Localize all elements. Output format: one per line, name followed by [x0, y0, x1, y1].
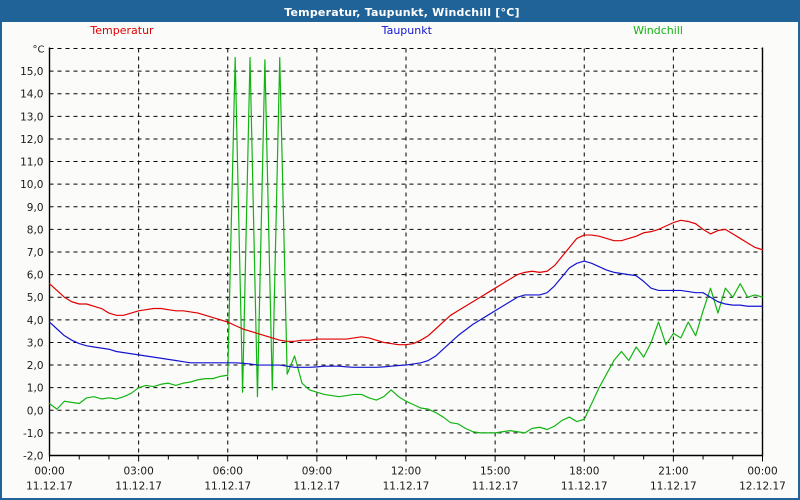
y-tick-label: -1,0 [23, 428, 44, 440]
x-tick-date: 11.12.17 [561, 481, 608, 493]
window-title: Temperatur, Taupunkt, Windchill [°C] [284, 5, 520, 19]
y-axis-labels: °C 15,0 14,0 13,0 12,0 11,0 10,0 9,0 8,0 7,0 6,0 5,… [20, 45, 44, 463]
y-tick-label: 0,0 [27, 405, 44, 417]
y-tick-label: 10,0 [20, 179, 43, 191]
x-tick-time: 18:00 [569, 466, 599, 478]
series-line-temperatur [48, 219, 764, 346]
x-tick-time: 00:00 [747, 466, 777, 478]
data-series [48, 56, 764, 434]
x-tick-date: 11.12.17 [293, 481, 340, 493]
tick-marks [49, 455, 763, 462]
x-tick-time: 15:00 [480, 466, 510, 478]
y-tick-label: 12,0 [20, 134, 43, 146]
series-line-windchill [48, 56, 764, 434]
legend-item-taupunkt: Taupunkt [381, 24, 432, 37]
y-tick-label: 6,0 [27, 270, 44, 282]
y-tick-label: 3,0 [27, 337, 44, 349]
x-tick-date: 11.12.17 [26, 481, 73, 493]
y-tick-label: 1,0 [27, 383, 44, 395]
y-tick-label: 4,0 [27, 315, 44, 327]
x-tick-time: 21:00 [658, 466, 688, 478]
x-tick-time: 06:00 [213, 466, 243, 478]
legend-item-temperatur: Temperatur [90, 24, 154, 37]
x-tick-date: 12.12.17 [739, 481, 786, 493]
y-tick-label: 2,0 [27, 360, 44, 372]
y-tick-label: -2,0 [23, 451, 44, 463]
y-tick-label: 9,0 [27, 202, 44, 214]
window-title-bar: Temperatur, Taupunkt, Windchill [°C] [2, 2, 798, 22]
x-tick-date: 11.12.17 [472, 481, 519, 493]
x-axis-labels: 00:00 11.12.17 03:00 11.12.17 06:00 11.12.17 0… [26, 466, 786, 493]
y-tick-label: 7,0 [27, 247, 44, 259]
legend-item-windchill: Windchill [633, 24, 683, 37]
x-tick-date: 11.12.17 [204, 481, 251, 493]
x-tick-time: 09:00 [302, 466, 332, 478]
y-tick-label: 5,0 [27, 292, 44, 304]
x-tick-date: 11.12.17 [115, 481, 162, 493]
y-tick-label: 14,0 [20, 89, 43, 101]
x-tick-time: 00:00 [34, 466, 64, 478]
x-tick-date: 11.12.17 [383, 481, 430, 493]
x-tick-date: 11.12.17 [650, 481, 697, 493]
series-line-taupunkt [48, 260, 764, 368]
y-tick-label: 13,0 [20, 111, 43, 123]
y-axis-unit: °C [33, 45, 45, 56]
grid-lines [49, 48, 763, 456]
y-tick-label: 15,0 [20, 66, 43, 78]
chart-legend: Temperatur Taupunkt Windchill [2, 24, 798, 42]
plot-frame [48, 47, 764, 457]
x-tick-time: 03:00 [123, 466, 153, 478]
y-tick-label: 11,0 [20, 157, 43, 169]
x-tick-time: 12:00 [391, 466, 421, 478]
y-tick-label: 8,0 [27, 224, 44, 236]
